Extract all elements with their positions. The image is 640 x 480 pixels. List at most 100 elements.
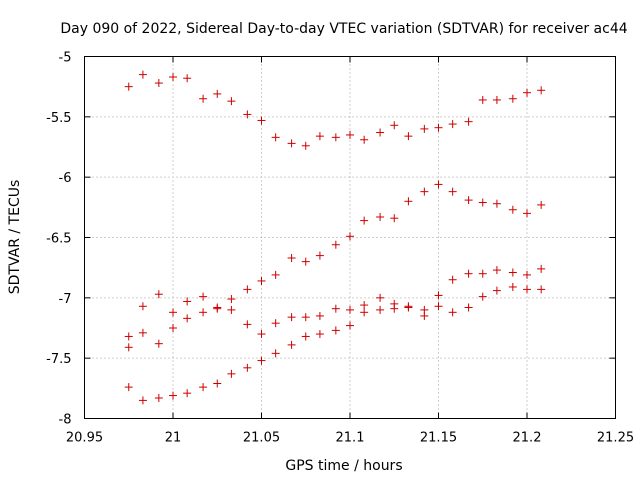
data-point xyxy=(183,74,192,83)
data-point xyxy=(376,128,385,137)
data-point xyxy=(464,117,473,126)
data-point xyxy=(183,389,192,398)
data-point xyxy=(360,135,369,144)
x-tick-label: 21.1 xyxy=(336,431,365,446)
data-point xyxy=(287,340,296,349)
data-point xyxy=(434,123,443,132)
data-point xyxy=(138,328,147,337)
data-point xyxy=(154,339,163,348)
data-point xyxy=(492,199,501,208)
data-point xyxy=(154,290,163,299)
data-point xyxy=(169,324,177,332)
data-point xyxy=(360,216,369,225)
x-axis-label: GPS time / hours xyxy=(285,458,402,474)
data-point xyxy=(346,305,354,314)
data-point xyxy=(478,292,487,301)
data-point xyxy=(301,257,310,266)
data-point xyxy=(213,89,222,98)
chart-title: Day 090 of 2022, Sidereal Day-to-day VTE… xyxy=(60,21,627,37)
data-point xyxy=(464,303,473,312)
data-point xyxy=(243,320,252,329)
data-point xyxy=(523,285,531,294)
x-tick-label: 21.05 xyxy=(243,431,280,446)
data-point xyxy=(257,356,266,365)
data-point xyxy=(420,124,429,133)
y-tick-label: -6 xyxy=(59,171,72,186)
grid-lines xyxy=(84,56,616,419)
x-tick-label: 21.25 xyxy=(597,431,634,446)
data-point xyxy=(404,132,413,141)
data-point xyxy=(138,70,147,79)
data-point xyxy=(448,275,457,284)
data-point xyxy=(376,212,385,221)
y-tick-label: -7.5 xyxy=(46,352,71,367)
data-point xyxy=(227,305,236,314)
data-point xyxy=(331,304,340,313)
data-point xyxy=(523,209,531,218)
data-point xyxy=(183,314,192,323)
data-point xyxy=(376,305,385,314)
data-point xyxy=(271,319,280,328)
data-point xyxy=(448,120,457,129)
data-point xyxy=(346,321,354,330)
data-point xyxy=(199,94,208,103)
data-point xyxy=(508,205,517,214)
y-axis-label: SDTVAR / TECUs xyxy=(7,180,23,295)
data-point xyxy=(434,302,443,311)
data-point xyxy=(478,198,487,207)
data-point xyxy=(492,266,501,275)
data-point xyxy=(199,292,208,301)
data-point xyxy=(315,311,324,320)
data-point xyxy=(138,396,147,405)
data-point xyxy=(271,270,280,279)
y-tick-label: -5 xyxy=(59,51,72,66)
data-point xyxy=(478,269,487,278)
data-point xyxy=(420,311,429,320)
data-point xyxy=(257,276,266,285)
data-point xyxy=(331,133,340,142)
data-point xyxy=(537,285,546,294)
x-tick-label: 21 xyxy=(165,431,182,446)
data-point xyxy=(243,110,252,119)
data-point xyxy=(331,326,340,335)
data-point xyxy=(154,393,163,402)
data-point xyxy=(390,214,399,223)
data-point xyxy=(301,141,310,150)
data-point xyxy=(301,332,310,341)
data-point xyxy=(257,330,266,339)
data-point xyxy=(537,86,546,95)
data-point xyxy=(243,285,252,294)
data-point xyxy=(508,282,517,291)
data-point xyxy=(434,180,443,189)
data-point xyxy=(199,383,208,392)
data-point xyxy=(124,343,133,352)
data-point xyxy=(508,268,517,277)
y-tick-label: -7 xyxy=(59,292,72,307)
data-point xyxy=(537,200,546,209)
data-point xyxy=(243,363,252,372)
data-point xyxy=(404,197,413,206)
data-point xyxy=(227,295,236,304)
data-point xyxy=(257,116,266,125)
x-tick-label: 20.95 xyxy=(66,431,103,446)
x-tick-label: 21.2 xyxy=(513,431,542,446)
data-point xyxy=(124,383,133,392)
x-tick-labels: 20.95 21 21.05 21.1 21.15 21.2 21.25 xyxy=(66,431,634,446)
data-point xyxy=(169,308,177,317)
x-tick-label: 21.15 xyxy=(420,431,457,446)
y-tick-label: -5.5 xyxy=(46,111,71,126)
data-point xyxy=(287,254,296,263)
data-point xyxy=(537,264,546,273)
data-point xyxy=(360,301,369,310)
data-point xyxy=(315,132,324,141)
y-tick-labels: -8 -7.5 -7 -6.5 -6 -5.5 -5 xyxy=(46,51,71,428)
data-point xyxy=(138,302,147,311)
data-point xyxy=(448,187,457,196)
data-point xyxy=(464,269,473,278)
data-point xyxy=(124,332,133,341)
data-point xyxy=(420,187,429,196)
data-point xyxy=(464,196,473,205)
data-point xyxy=(124,82,133,91)
